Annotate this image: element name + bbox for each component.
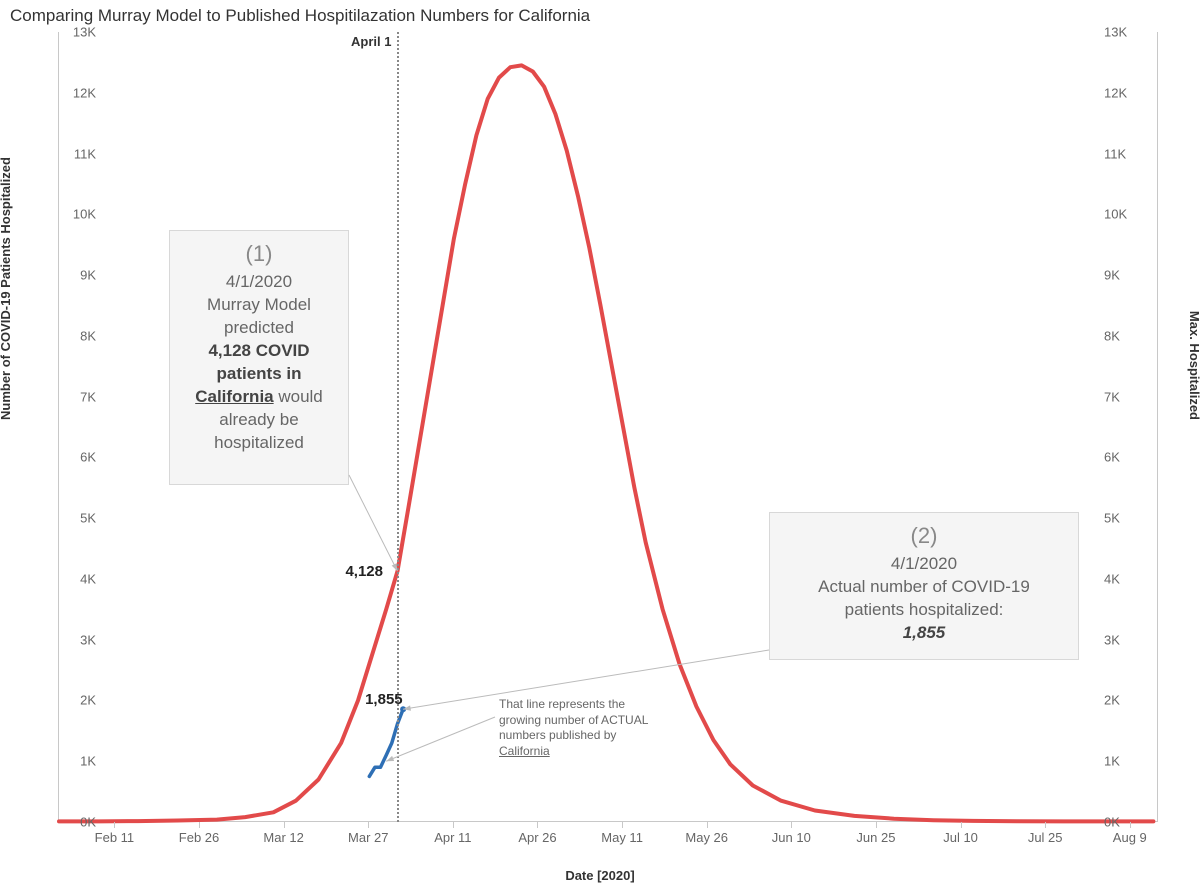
y-tick-right: 13K [1104,25,1144,40]
callout-number: (2) [784,523,1064,549]
x-tick-mark [537,822,538,828]
y-tick-left: 7K [56,389,96,404]
reference-line-label: April 1 [351,34,397,49]
y-tick-left: 5K [56,511,96,526]
callout-box: (1) 4/1/2020Murray Modelpredicted4,128 CO… [169,230,349,485]
x-tick-mark [791,822,792,828]
callout-text: 4/1/2020Murray Modelpredicted4,128 COVID… [184,271,334,455]
y-tick-right: 4K [1104,571,1144,586]
x-tick-mark [961,822,962,828]
plot-area: April 1 (1) 4/1/2020Murray Modelpredicted… [58,32,1158,822]
y-tick-left: 4K [56,571,96,586]
x-axis-label: Date [2020] [565,868,634,883]
callout-text: 4/1/2020Actual number of COVID-19patient… [784,553,1064,645]
callout-box: (2) 4/1/2020Actual number of COVID-19pati… [769,512,1079,660]
point-label: 1,855 [365,691,403,708]
y-tick-left: 11K [56,146,96,161]
x-tick-mark [284,822,285,828]
note-text: That line represents thegrowing number o… [499,697,679,759]
chart-container: Comparing Murray Model to Published Hosp… [0,0,1200,887]
x-tick-mark [453,822,454,828]
y-tick-left: 1K [56,754,96,769]
y-tick-right: 10K [1104,207,1144,222]
y-tick-left: 9K [56,268,96,283]
x-tick-label: May 26 [685,830,728,845]
x-tick-label: Jun 10 [772,830,811,845]
x-tick-mark [1045,822,1046,828]
y-tick-right: 12K [1104,85,1144,100]
y-tick-right: 1K [1104,754,1144,769]
y-tick-right: 9K [1104,268,1144,283]
x-tick-mark [707,822,708,828]
x-tick-label: Jun 25 [856,830,895,845]
x-tick-label: Aug 9 [1113,830,1147,845]
callout-number: (1) [184,241,334,267]
y-tick-right: 7K [1104,389,1144,404]
point-label: 4,128 [345,563,383,580]
x-tick-label: Jul 10 [943,830,978,845]
x-tick-mark [368,822,369,828]
y-tick-left: 10K [56,207,96,222]
x-tick-label: May 11 [601,830,643,845]
y-tick-left: 13K [56,25,96,40]
x-tick-mark [622,822,623,828]
y-tick-right: 2K [1104,693,1144,708]
y-tick-left: 2K [56,693,96,708]
x-tick-label: Mar 12 [263,830,303,845]
x-tick-mark [1130,822,1131,828]
y-tick-left: 3K [56,632,96,647]
y-axis-left-label: Number of COVID-19 Patients Hospitalized [0,157,13,420]
y-tick-left: 6K [56,450,96,465]
y-tick-left: 8K [56,328,96,343]
x-tick-label: Mar 27 [348,830,388,845]
y-tick-right: 3K [1104,632,1144,647]
y-axis-right-label: Max. Hospitalized [1187,311,1200,420]
y-tick-right: 0K [1104,815,1144,830]
y-tick-right: 11K [1104,146,1144,161]
y-tick-right: 6K [1104,450,1144,465]
x-tick-label: Feb 26 [179,830,219,845]
x-tick-mark [114,822,115,828]
x-tick-mark [876,822,877,828]
y-tick-left: 0K [56,815,96,830]
y-tick-left: 12K [56,85,96,100]
x-tick-mark [199,822,200,828]
y-tick-right: 8K [1104,328,1144,343]
x-tick-label: Feb 11 [95,830,135,845]
y-tick-right: 5K [1104,511,1144,526]
x-tick-label: Apr 11 [434,830,471,845]
x-tick-label: Apr 26 [518,830,556,845]
chart-title: Comparing Murray Model to Published Hosp… [10,6,590,26]
x-tick-label: Jul 25 [1028,830,1063,845]
